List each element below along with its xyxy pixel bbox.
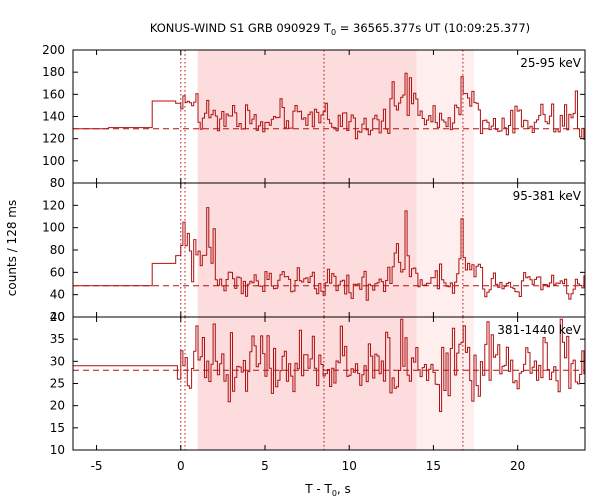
- chart-title: KONUS-WIND S1 GRB 090929 T0 = 36565.377s…: [150, 21, 530, 37]
- y-tick-label: 20: [50, 310, 65, 324]
- y-axis-label: counts / 128 ms: [5, 200, 19, 296]
- shaded-interval: [416, 50, 474, 450]
- y-tick-label: 30: [50, 354, 65, 368]
- y-tick-label: 100: [42, 154, 65, 168]
- y-tick-label: 80: [50, 243, 65, 257]
- x-tick-label: 0: [177, 459, 185, 473]
- y-tick-label: 15: [50, 421, 65, 435]
- count-rate-curve: [73, 207, 585, 301]
- energy-band-label: 95-381 keV: [513, 189, 582, 203]
- y-tick-label: 40: [50, 310, 65, 324]
- x-tick-label: 5: [261, 459, 269, 473]
- y-tick-label: 160: [42, 87, 65, 101]
- x-tick-label: 15: [426, 459, 441, 473]
- y-tick-label: 60: [50, 265, 65, 279]
- x-tick-label: 10: [342, 459, 357, 473]
- y-tick-label: 80: [50, 176, 65, 190]
- shaded-interval: [197, 50, 417, 450]
- y-tick-label: 100: [42, 221, 65, 235]
- y-tick-label: 35: [50, 332, 65, 346]
- energy-band-label: 25-95 keV: [520, 56, 582, 70]
- y-tick-label: 20: [50, 399, 65, 413]
- y-tick-label: 10: [50, 443, 65, 457]
- x-tick-label: 20: [510, 459, 525, 473]
- y-tick-label: 140: [42, 110, 65, 124]
- y-tick-label: 40: [50, 288, 65, 302]
- x-axis-label: T - T0, s: [304, 482, 351, 498]
- y-tick-label: 120: [42, 132, 65, 146]
- count-rate-curve: [73, 72, 585, 140]
- y-tick-label: 25: [50, 377, 65, 391]
- y-tick-label: 120: [42, 198, 65, 212]
- energy-band-label: 381-1440 keV: [497, 323, 581, 337]
- y-tick-label: 180: [42, 65, 65, 79]
- count-rate-curve: [73, 318, 585, 412]
- y-tick-label: 200: [42, 43, 65, 57]
- x-tick-label: -5: [91, 459, 103, 473]
